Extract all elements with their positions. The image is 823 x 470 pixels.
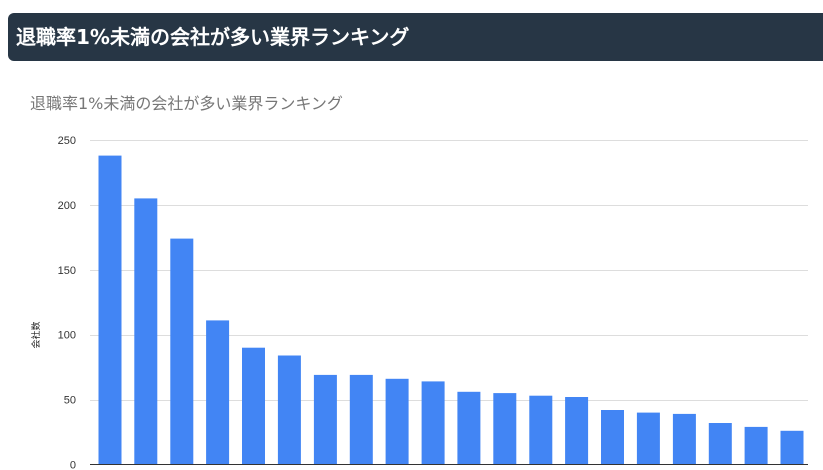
bar <box>744 426 768 465</box>
chart-title: 退職率1%未満の会社が多い業界ランキング <box>30 94 343 113</box>
bar <box>277 355 301 465</box>
y-tick-label: 50 <box>64 395 76 407</box>
bar <box>206 320 230 465</box>
bar <box>672 413 696 465</box>
header-bar: 退職率1%未満の会社が多い業界ランキング <box>8 13 823 61</box>
y-axis-ticks: 0 50 100 150 200 250 <box>58 135 76 470</box>
bar <box>134 198 158 465</box>
grid-lines <box>90 140 808 401</box>
y-tick-label: 150 <box>58 265 76 277</box>
bar <box>242 347 265 465</box>
bar <box>708 423 732 465</box>
bar <box>349 374 373 465</box>
page-title: 退職率1%未満の会社が多い業界ランキング <box>16 25 410 49</box>
bar <box>780 430 804 465</box>
y-axis-title: 会社数 <box>30 321 42 348</box>
bar <box>421 381 445 465</box>
y-tick-label: 0 <box>70 460 76 470</box>
bar <box>493 393 517 465</box>
bar <box>98 155 122 465</box>
bar <box>565 397 589 465</box>
bar <box>170 238 194 465</box>
bar <box>529 395 553 465</box>
y-tick-label: 100 <box>58 330 76 342</box>
bar <box>601 410 624 465</box>
y-tick-label: 250 <box>58 135 76 147</box>
bar <box>313 374 337 465</box>
bar <box>636 412 660 465</box>
bar <box>385 378 409 465</box>
y-tick-label: 200 <box>58 200 76 212</box>
bars <box>98 155 804 465</box>
bar <box>457 391 481 465</box>
